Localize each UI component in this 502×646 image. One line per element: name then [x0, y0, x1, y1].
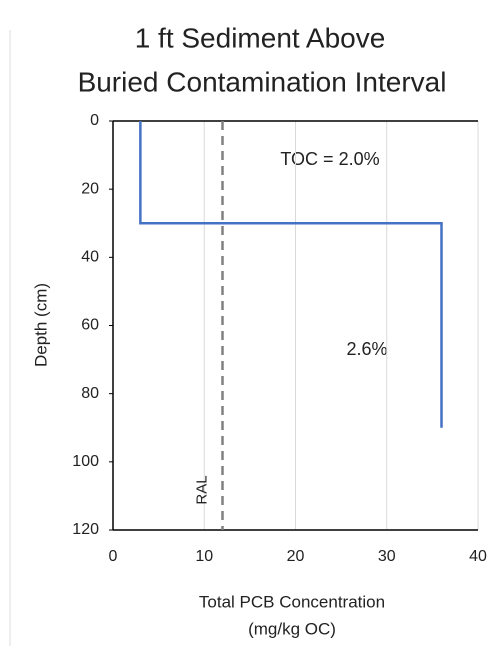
- y-tick-label: 80: [81, 385, 99, 402]
- x-tick-label: 10: [195, 548, 213, 565]
- x-axis-label: (mg/kg OC): [248, 619, 336, 638]
- reference-label: RAL: [193, 475, 210, 504]
- y-tick-label: 60: [81, 317, 99, 334]
- data-line: [139, 121, 443, 428]
- y-tick-label: 40: [81, 249, 99, 266]
- annotation: 2.6%: [346, 339, 387, 359]
- y-tick-label: 120: [72, 521, 99, 538]
- y-tick-label: 100: [72, 453, 99, 470]
- annotation: TOC = 2.0%: [280, 149, 379, 169]
- x-axis-label: Total PCB Concentration: [199, 592, 385, 611]
- chart-title: 1 ft Sediment Above: [135, 22, 386, 53]
- y-tick-label: 0: [90, 112, 99, 129]
- y-tick-label: 20: [81, 180, 99, 197]
- x-tick-label: 0: [109, 548, 118, 565]
- chart-title: Buried Contamination Interval: [78, 66, 447, 97]
- x-tick-label: 30: [378, 548, 396, 565]
- x-tick-label: 40: [469, 548, 487, 565]
- x-tick-label: 20: [287, 548, 305, 565]
- y-axis-label: Depth (cm): [31, 283, 50, 367]
